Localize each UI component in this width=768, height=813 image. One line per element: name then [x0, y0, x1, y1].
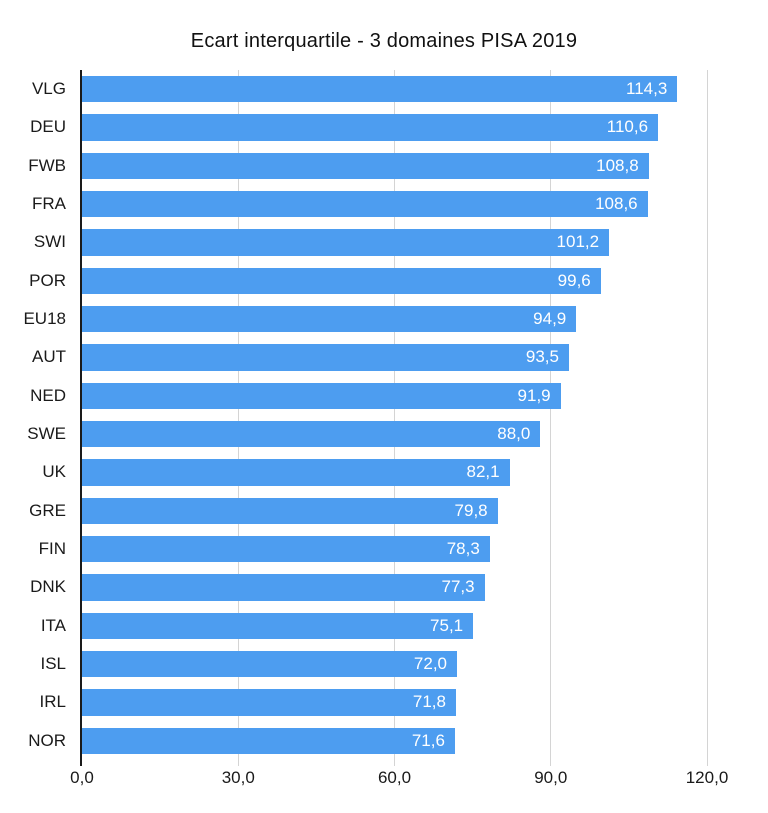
bar-row: DNK 77,3: [30, 568, 707, 606]
bar-row: ISL 72,0: [40, 645, 707, 683]
bar-value-label: 88,0: [497, 424, 531, 444]
bar-value-label: 101,2: [556, 232, 600, 252]
bar: 108,8: [82, 152, 649, 179]
bar-rows: VLG 114,3 DEU 110,6 FWB 108,8 FRA 108,6 SWI 101,2…: [23, 70, 707, 760]
x-tick-label: 0,0: [70, 768, 94, 787]
bar: 93,5: [82, 344, 569, 371]
bar: 91,9: [82, 382, 561, 409]
bar-value-label: 72,0: [413, 654, 447, 674]
bar-row: EU18 94,9: [23, 300, 707, 338]
bar: 99,6: [82, 267, 601, 294]
bar-value-label: 108,6: [595, 194, 638, 214]
bar-value-label: 99,6: [557, 270, 591, 290]
bar-value-label: 78,3: [446, 539, 480, 559]
bar-row: ITA 75,1: [41, 607, 707, 645]
bar-row: FWB 108,8: [28, 147, 707, 185]
bar: 78,3: [82, 536, 490, 563]
gridline: [394, 70, 395, 766]
x-tick-label: 60,0: [377, 768, 412, 787]
bar: 88,0: [82, 421, 541, 448]
bar: 71,6: [82, 727, 455, 754]
bar: 72,0: [82, 651, 457, 678]
x-tick-label: 90,0: [534, 768, 568, 787]
bar: 82,1: [82, 459, 510, 486]
bar-value-label: 94,9: [533, 309, 567, 329]
category-label: FWB: [28, 155, 66, 175]
bar-row: GRE 79,8: [29, 492, 707, 530]
y-axis-line: [80, 70, 82, 766]
bar: 114,3: [82, 76, 678, 103]
category-label: SWE: [27, 424, 66, 444]
bar-row: AUT 93,5: [32, 338, 707, 376]
category-label: AUT: [32, 347, 66, 367]
x-tick-label: 30,0: [221, 768, 255, 787]
category-label: IRL: [39, 692, 66, 712]
plot-area: VLG 114,3 DEU 110,6 FWB 108,8 FRA 108,6 SWI 101,2…: [23, 70, 708, 766]
bar-value-label: 108,8: [596, 155, 639, 175]
category-label: EU18: [23, 309, 66, 329]
bar-row: NED 91,9: [30, 377, 707, 415]
gridline: [237, 70, 239, 766]
gridline: [550, 70, 552, 766]
category-label: NOR: [28, 730, 66, 750]
gridline: [706, 70, 708, 766]
category-label: ISL: [40, 654, 66, 674]
category-label: NED: [30, 385, 66, 405]
bar-value-label: 75,1: [430, 615, 464, 635]
bar-value-label: 93,5: [525, 347, 559, 367]
x-tick-label: 120,0: [685, 768, 729, 787]
chart-title: Ecart interquartile - 3 domaines PISA 20…: [190, 30, 578, 52]
category-label: VLG: [31, 79, 66, 99]
bar-row: NOR 71,6: [28, 722, 707, 760]
bar-row: FIN 78,3: [39, 530, 707, 568]
bar-row: IRL 71,8: [40, 683, 707, 721]
category-label: UK: [42, 462, 66, 482]
bar-value-label: 110,6: [606, 117, 649, 137]
bar-row: POR 99,6: [29, 262, 707, 300]
bar-row: SWI 101,2: [34, 223, 707, 261]
category-label: DEU: [30, 117, 66, 137]
bar: 71,8: [82, 689, 456, 716]
category-label: SWI: [33, 232, 66, 252]
bar-value-label: 82,1: [466, 462, 500, 482]
bar-row: VLG 114,3: [32, 70, 707, 108]
category-label: FIN: [38, 539, 66, 559]
bar-value-label: 91,9: [517, 385, 551, 405]
category-label: FRA: [32, 194, 66, 214]
bar: 108,6: [82, 191, 648, 218]
bar: 94,9: [82, 306, 577, 333]
bar-value-label: 71,6: [411, 730, 445, 750]
bar: 101,2: [82, 229, 610, 256]
bar: 77,3: [82, 574, 485, 601]
bar-value-label: 77,3: [441, 577, 475, 597]
bar: 110,6: [82, 114, 659, 141]
x-axis-labels: 0,0 30,0 60,0 90,0 120,0: [0, 768, 768, 792]
bar-row: UK 82,1: [42, 453, 707, 491]
bar-value-label: 114,3: [626, 79, 668, 99]
bar-row: SWE 88,0: [27, 415, 707, 453]
bar-value-label: 79,8: [454, 500, 488, 520]
category-label: POR: [29, 270, 66, 290]
bar-row: DEU 110,6: [30, 108, 707, 146]
bar-value-label: 71,8: [412, 692, 446, 712]
category-label: DNK: [30, 577, 66, 597]
bar-row: FRA 108,6: [32, 185, 707, 223]
category-label: GRE: [29, 500, 66, 520]
bar: 79,8: [82, 497, 498, 524]
category-label: ITA: [40, 615, 66, 635]
bar: 75,1: [82, 612, 474, 639]
